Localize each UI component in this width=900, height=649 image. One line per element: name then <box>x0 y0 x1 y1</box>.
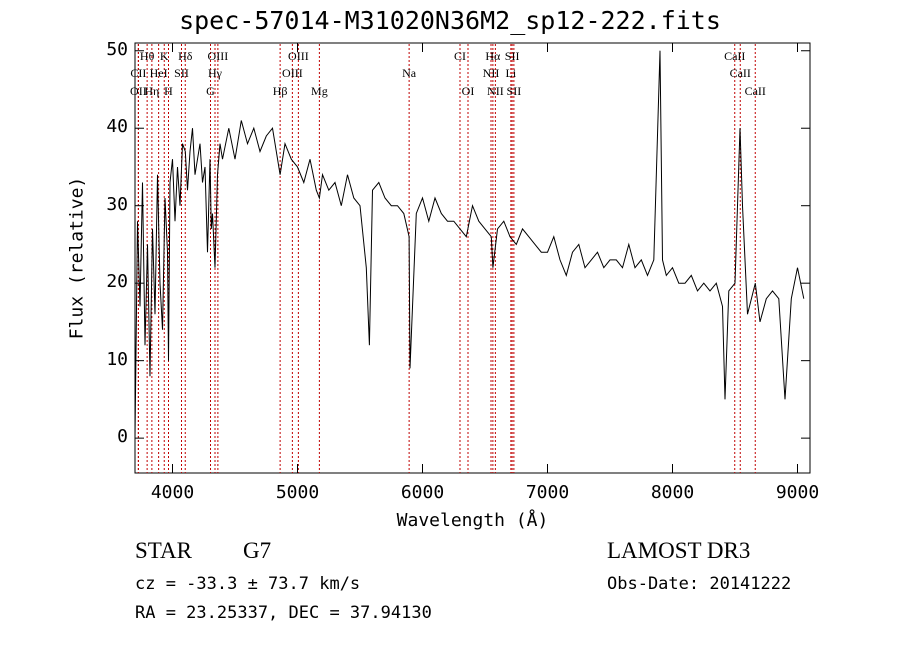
x-tick-label: 5000 <box>275 482 320 503</box>
subclass-label: G7 <box>243 538 272 563</box>
redshift-label: cz = -33.3 ± 73.7 km/s <box>135 574 361 594</box>
line-label: K <box>159 49 169 63</box>
y-tick-label: 10 <box>106 348 128 370</box>
line-label: H <box>164 84 173 98</box>
line-label: NII <box>487 84 504 98</box>
line-label: CaII <box>744 84 766 98</box>
line-label: Hβ <box>272 84 288 98</box>
line-label: SII <box>504 49 520 63</box>
line-label: SII <box>506 84 522 98</box>
line-label: OIII <box>207 49 229 63</box>
x-tick-label: 8000 <box>650 482 695 503</box>
line-label: CaII <box>729 66 751 80</box>
line-label: Hθ <box>139 49 155 63</box>
line-label: OI <box>461 84 475 98</box>
radec-label: RA = 23.25337, DEC = 37.94130 <box>135 603 432 623</box>
line-label: SII <box>174 66 189 80</box>
x-tick-label: 6000 <box>400 482 445 503</box>
y-tick-label: 20 <box>106 271 128 293</box>
y-tick-label: 50 <box>106 38 128 60</box>
obs-date-label: Obs-Date: 20141222 <box>607 574 792 594</box>
line-label: OII <box>130 84 147 98</box>
y-tick-label: 0 <box>117 426 128 448</box>
class-label: STAR <box>135 538 192 563</box>
line-label: CaII <box>724 49 746 63</box>
x-tick-label: 4000 <box>150 482 195 503</box>
plot-frame <box>134 42 811 474</box>
y-tick-label: 40 <box>106 116 128 138</box>
x-tick-label: 7000 <box>525 482 570 503</box>
x-tick-label: 9000 <box>775 482 820 503</box>
line-label: Li <box>505 66 517 80</box>
y-tick-label: 30 <box>106 193 128 215</box>
line-label: HeI <box>149 66 168 80</box>
line-label: CII <box>130 66 147 80</box>
line-label: OIII <box>282 66 303 80</box>
emission-line-markers <box>137 44 756 473</box>
line-label: OIII <box>288 49 309 63</box>
line-label: G <box>206 84 215 98</box>
survey-label: LAMOST DR3 <box>607 538 751 563</box>
line-label: Hγ <box>208 66 222 80</box>
chart-title: spec-57014-M31020N36M2_sp12-222.fits <box>179 6 721 35</box>
series-line-flux <box>134 50 805 439</box>
x-axis-label: Wavelength (Å) <box>396 510 549 531</box>
line-label: CI <box>454 49 466 63</box>
axis-ticks <box>135 43 810 473</box>
line-label: NII <box>482 66 500 80</box>
line-label: Na <box>402 66 417 80</box>
line-label: Mg <box>311 84 328 98</box>
line-label: Hα <box>485 49 501 63</box>
line-label: Hη <box>144 84 160 98</box>
line-label: Hδ <box>178 49 193 63</box>
